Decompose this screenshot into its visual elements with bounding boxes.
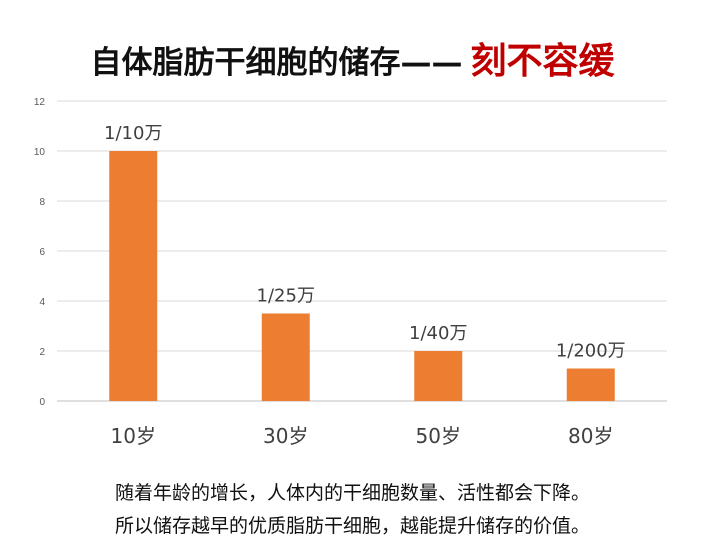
y-tick-label: 10: [34, 147, 46, 158]
x-tick-label: 10岁: [111, 424, 156, 448]
data-label: 1/200万: [556, 341, 626, 362]
bar: [566, 368, 615, 401]
bar: [109, 151, 158, 401]
x-tick-label: 30岁: [263, 424, 308, 448]
bar: [261, 313, 310, 401]
y-tick-label: 2: [39, 347, 45, 358]
caption-line-2: 所以储存越早的优质脂肪干细胞，越能提升储存的价值。: [114, 515, 590, 537]
bar: [414, 351, 463, 401]
bar-chart: 0 2 4 6 8 10 12 1/10万 10岁 1/25万 30岁 1/40万 50岁 1/200万 8…: [34, 97, 667, 448]
data-label: 1/25万: [257, 286, 315, 307]
x-tick-label: 50岁: [416, 424, 461, 448]
title-accent: 刻不容缓: [470, 41, 615, 82]
data-label: 1/10万: [104, 123, 162, 144]
x-tick-label: 80岁: [568, 424, 613, 448]
y-tick-label: 8: [39, 197, 45, 208]
caption-line-1: 随着年龄的增长，人体内的干细胞数量、活性都会下降。: [114, 482, 590, 504]
data-label: 1/40万: [409, 323, 467, 344]
y-tick-label: 6: [39, 247, 45, 258]
y-tick-label: 12: [34, 97, 46, 108]
y-tick-label: 4: [39, 297, 45, 308]
y-tick-label: 0: [39, 397, 45, 408]
page-title: 自体脂肪干细胞的储存—— 刻不容缓: [0, 32, 705, 82]
title-main: 自体脂肪干细胞的储存——: [90, 45, 463, 81]
